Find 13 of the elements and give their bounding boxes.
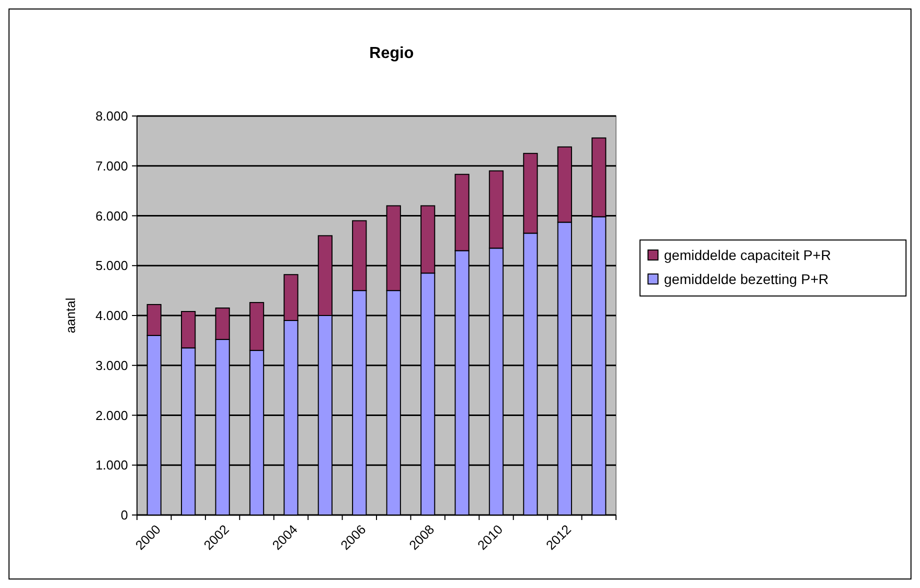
legend-label: gemiddelde bezetting P+R bbox=[664, 270, 829, 287]
y-tick-label: 8.000 bbox=[95, 108, 128, 124]
y-tick-label: 2.000 bbox=[95, 408, 128, 423]
y-tick-label: 7.000 bbox=[95, 158, 128, 174]
chart-title: Regio bbox=[369, 45, 414, 62]
y-tick-label: 1.000 bbox=[95, 458, 128, 473]
y-tick-label: 3.000 bbox=[95, 358, 128, 373]
y-tick-label: 5.000 bbox=[95, 258, 128, 274]
y-tick-label: 0 bbox=[120, 508, 128, 523]
legend-label: gemiddelde capaciteit P+R bbox=[664, 246, 831, 263]
y-tick-label: 4.000 bbox=[95, 308, 128, 324]
y-tick-label: 6.000 bbox=[95, 208, 128, 224]
y-axis-title: aantal bbox=[63, 298, 78, 334]
